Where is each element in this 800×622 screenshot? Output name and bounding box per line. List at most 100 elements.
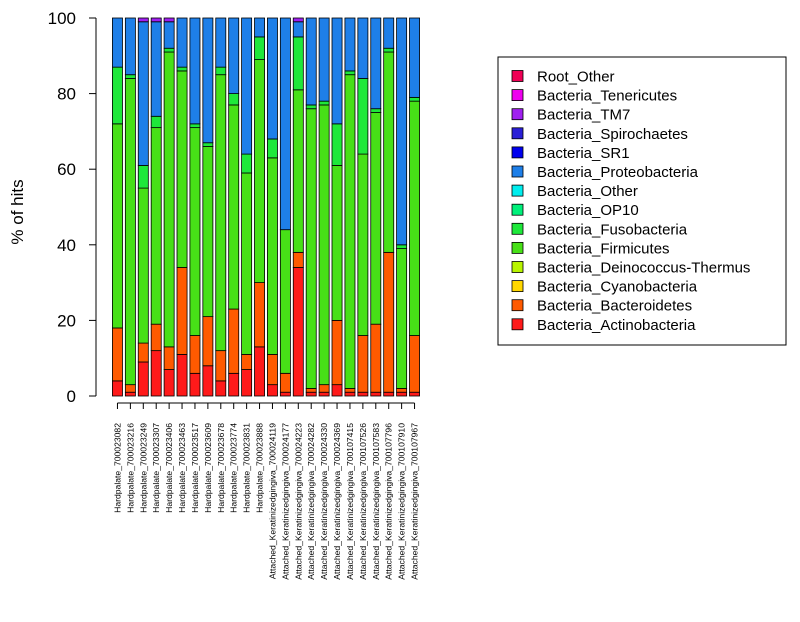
bar-segment	[370, 17, 382, 110]
bar-segment	[150, 17, 162, 23]
bar-segment	[254, 36, 265, 60]
bar-segment	[318, 100, 330, 106]
bar-segment	[241, 17, 253, 155]
bar-segment	[370, 112, 382, 325]
bar-segment	[163, 17, 175, 23]
bar-segment	[112, 380, 123, 397]
bar-segment	[357, 153, 369, 336]
bar-segment	[383, 51, 395, 253]
bar-segment	[254, 59, 265, 284]
bar-segment	[112, 123, 123, 329]
bar-segment	[357, 17, 369, 79]
bar-segment	[137, 165, 149, 189]
legend-label: Bacteria_Other	[537, 183, 638, 200]
legend-label: Bacteria_Bacteroidetes	[537, 298, 692, 315]
bar-segment	[396, 244, 408, 249]
bar-segment	[163, 346, 175, 370]
x-tick-label: Attached_Keratinizedgingiva_700024177	[280, 423, 290, 580]
legend-label: Bacteria_Cyanobacteria	[537, 279, 698, 296]
bar-segment	[331, 165, 343, 321]
bar-segment	[202, 17, 214, 144]
bar-segment	[228, 308, 240, 374]
bar-segment	[409, 96, 420, 102]
bar-segment	[124, 384, 136, 393]
legend-label: Bacteria_Deinococcus-Thermus	[537, 260, 750, 277]
legend-box	[497, 56, 787, 346]
x-tick-label: Attached_Keratinizedgingiva_700024330	[319, 423, 329, 580]
y-axis: 0 20 40 60 80 100	[48, 9, 97, 406]
bar-segment	[396, 17, 408, 246]
legend-swatch	[511, 70, 524, 82]
bar-segment	[279, 372, 291, 393]
y-tick-label: 20	[57, 311, 76, 330]
legend-label: Bacteria_SR1	[537, 145, 630, 162]
legend: Root_Other Bacteria_Tenericutes Bacteria_T…	[497, 56, 787, 346]
bar-segment	[292, 17, 304, 23]
bar-segment	[292, 267, 304, 397]
x-tick-label: Hardpalate_700023406	[164, 423, 174, 513]
bar-segment	[189, 127, 201, 336]
bar-segment	[228, 93, 240, 106]
y-tick-label: 40	[57, 236, 76, 255]
bar-segment	[344, 70, 356, 76]
bar-segment	[396, 248, 408, 389]
bar-segment	[215, 380, 227, 397]
x-tick-label: Attached_Keratinizedgingiva_700107910	[397, 423, 407, 580]
bar-segment	[267, 17, 278, 140]
x-tick-label: Attached_Keratinizedgingiva_700107583	[371, 423, 381, 580]
bar-segment	[292, 89, 304, 253]
bar-segment	[305, 388, 317, 393]
x-tick-label: Hardpalate_700023609	[203, 423, 213, 513]
legend-label: Bacteria_OP10	[537, 202, 639, 219]
x-tick-label: Attached_Keratinizedgingiva_700107796	[384, 423, 394, 580]
bar-segment	[318, 104, 330, 386]
bar-segment	[215, 66, 227, 76]
bar-segment	[163, 369, 175, 397]
bar-segment	[396, 388, 408, 393]
bar-segment	[163, 21, 175, 49]
bar-segment	[189, 372, 201, 397]
bar-segment	[344, 388, 356, 393]
bar-segment	[124, 78, 136, 386]
bar-segment	[241, 354, 253, 370]
bar-segment	[150, 350, 162, 397]
bar-segment	[241, 153, 253, 174]
bar-segment	[383, 47, 395, 53]
bar-segment	[150, 127, 162, 325]
legend-swatch	[511, 222, 524, 235]
y-tick-label: 60	[57, 160, 76, 179]
bar-segment	[267, 354, 278, 386]
bar-segment	[292, 21, 304, 38]
legend-label: Bacteria_Spirochaetes	[537, 126, 688, 143]
bar-segment	[228, 17, 240, 94]
x-tick-label: Attached_Keratinizedgingiva_700107526	[358, 423, 368, 580]
bar-segment	[318, 391, 330, 397]
legend-swatch	[511, 299, 524, 312]
bar-segment	[305, 104, 317, 110]
bar-segment	[176, 70, 188, 268]
bar-segment	[202, 365, 214, 397]
legend-swatch	[511, 280, 524, 293]
bar-segment	[124, 74, 136, 79]
bar-segment	[357, 335, 369, 393]
bar-segment	[150, 115, 162, 129]
x-tick-label: Attached_Keratinizedgingiva_700024223	[293, 423, 303, 580]
bar-segment	[279, 17, 291, 231]
bar-segment	[370, 108, 382, 113]
bar-segment	[189, 123, 201, 129]
bar-segment	[202, 146, 214, 318]
legend-label: Bacteria_Actinobacteria	[537, 317, 696, 334]
x-tick-label: Attached_Keratinizedgingiva_700024282	[306, 423, 316, 580]
bar-segment	[409, 335, 420, 393]
y-tick-label: 80	[57, 85, 76, 104]
legend-label: Bacteria_Proteobacteria	[537, 164, 699, 181]
bar-segment	[396, 391, 408, 397]
x-axis: Hardpalate_700023082 Hardpalate_700023216…	[112, 402, 420, 580]
bar-segment	[228, 104, 240, 310]
bar-segment	[150, 21, 162, 117]
x-tick-label: Hardpalate_700023463	[177, 423, 187, 513]
bar-segment	[383, 17, 395, 49]
bar-segment	[112, 66, 123, 125]
bar-segment	[357, 78, 369, 155]
bar-segment	[344, 391, 356, 397]
